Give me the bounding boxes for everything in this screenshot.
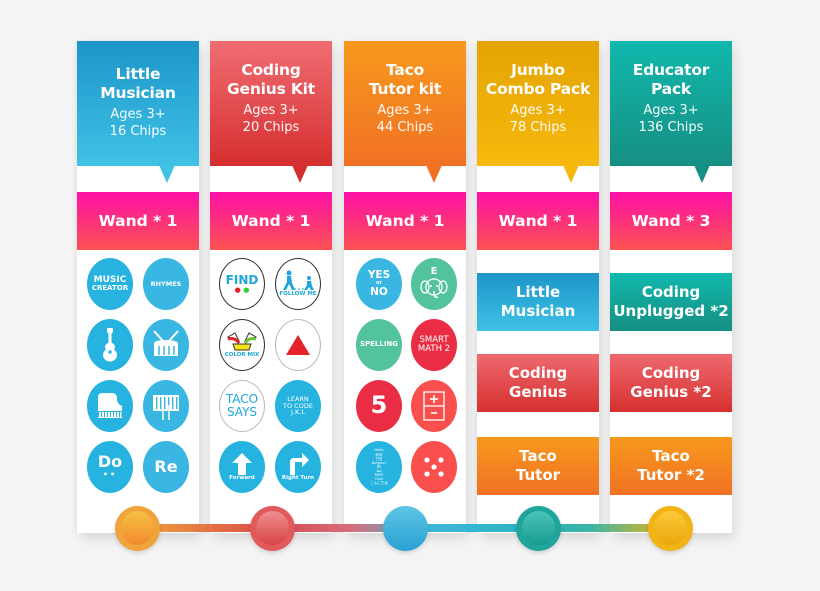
pointer-tail — [159, 165, 175, 183]
product-column-jumbo-combo-pack: Jumbo Combo Pack Ages 3+ 78 Chips Wand * 1… — [477, 41, 599, 533]
product-title: Coding Genius Kit — [227, 61, 315, 98]
plus-minus-icon — [411, 380, 457, 432]
chip-music-creator: MUSIC CREATOR — [87, 258, 133, 310]
product-details: Ages 3+ 20 Chips — [242, 103, 300, 135]
timeline-dot-5[interactable] — [648, 506, 693, 551]
product-title: Jumbo Combo Pack — [485, 61, 591, 98]
pointer-tail — [426, 165, 442, 183]
product-column-coding-genius-kit: Coding Genius Kit Ages 3+ 20 Chips Wand * … — [210, 41, 332, 533]
timeline-dot-3[interactable] — [383, 506, 428, 551]
chip-do: Do •• — [87, 441, 133, 493]
wand-badge: Wand * 1 — [344, 192, 466, 250]
product-column-little-musician: Little Musician Ages 3+ 16 Chips Wand * 1 … — [77, 41, 199, 533]
chip-number-5: 5 — [356, 380, 402, 432]
included-pack-little-musician: Little Musician — [477, 273, 599, 331]
chip-learn-to-code: LEARN TO CODE J.K.L — [275, 380, 321, 432]
included-pack-coding-genius: Coding Genius — [477, 354, 599, 412]
header-little-musician[interactable]: Little Musician Ages 3+ 16 Chips — [77, 41, 199, 183]
included-pack-taco-tutor-x2: Taco Tutor *2 — [610, 437, 732, 495]
timeline-dot-1[interactable] — [115, 506, 160, 551]
pointer-tail — [694, 165, 710, 183]
timeline-dot-2[interactable] — [250, 506, 295, 551]
chip-elephant-e: E — [411, 258, 457, 310]
chip-taco-says: TACO SAYS — [219, 380, 265, 432]
chip-smart-math-2: SMART MATH 2 — [411, 319, 457, 371]
piano-icon — [87, 380, 133, 432]
chip-forward: Forward — [219, 441, 265, 493]
xylophone-icon — [143, 380, 189, 432]
included-pack-taco-tutor: Taco Tutor — [477, 437, 599, 495]
pointer-tail — [292, 165, 308, 183]
drum-icon — [143, 319, 189, 371]
guitar-icon — [87, 319, 133, 371]
product-details: Ages 3+ 44 Chips — [376, 103, 434, 135]
product-column-educator-pack: Educator Pack Ages 3+ 136 Chips Wand * 3 C… — [610, 41, 732, 533]
chip-spelling: SPELLING — [356, 319, 402, 371]
timeline-dot-4[interactable] — [516, 506, 561, 551]
header-coding-genius-kit[interactable]: Coding Genius Kit Ages 3+ 20 Chips — [210, 41, 332, 183]
chip-yes-or-no: YES or NO — [356, 258, 402, 310]
chip-re: Re — [143, 441, 189, 493]
product-title: Educator Pack — [632, 61, 710, 98]
product-title: Taco Tutor kit — [368, 61, 442, 98]
product-column-taco-tutor-kit: Taco Tutor kit Ages 3+ 44 Chips Wand * 1 Y… — [344, 41, 466, 533]
chip-right-turn: Right Turn — [275, 441, 321, 493]
product-details: Ages 3+ 16 Chips — [109, 107, 167, 139]
wand-badge: Wand * 3 — [610, 192, 732, 250]
product-details: Ages 3+ 78 Chips — [509, 103, 567, 135]
chip-color-mix: COLOR MIX — [219, 319, 265, 371]
dice-five-icon — [411, 441, 457, 493]
chip-find: FIND ● ● — [219, 258, 265, 310]
wand-badge: Wand * 1 — [77, 192, 199, 250]
included-pack-coding-unplugged: Coding Unplugged *2 — [610, 273, 732, 331]
chip-hello-languages: Hello 你好 안녕 Bonjour सेंट اهلا स्वागत Ciao こんにちは — [356, 441, 402, 493]
header-educator-pack[interactable]: Educator Pack Ages 3+ 136 Chips — [610, 41, 732, 183]
product-details: Ages 3+ 136 Chips — [638, 103, 704, 135]
product-title: Little Musician — [100, 65, 176, 102]
header-taco-tutor-kit[interactable]: Taco Tutor kit Ages 3+ 44 Chips — [344, 41, 466, 183]
chip-rhymes: RHYMES — [143, 258, 189, 310]
included-pack-coding-genius-x2: Coding Genius *2 — [610, 354, 732, 412]
wand-badge: Wand * 1 — [210, 192, 332, 250]
wand-badge: Wand * 1 — [477, 192, 599, 250]
red-triangle-icon — [275, 319, 321, 371]
pointer-tail — [563, 165, 579, 183]
header-jumbo-combo-pack[interactable]: Jumbo Combo Pack Ages 3+ 78 Chips — [477, 41, 599, 183]
chip-follow-me: FOLLOW ME — [275, 258, 321, 310]
